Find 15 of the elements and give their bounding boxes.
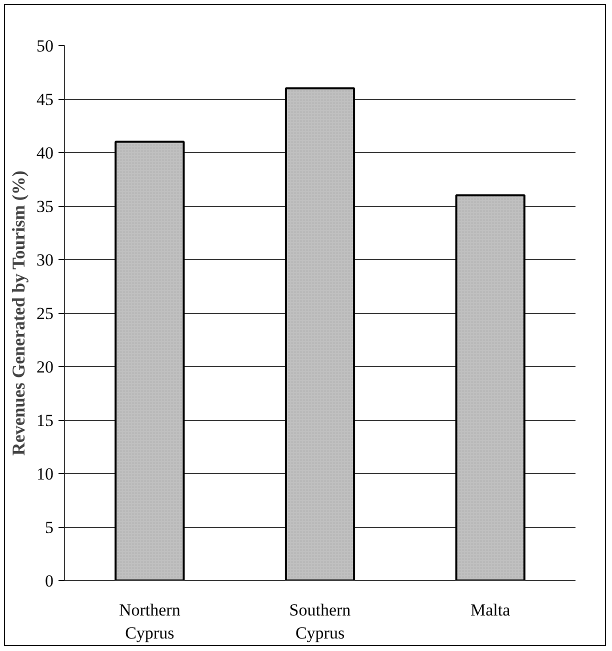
- x-tick-label: Southern Cyprus: [289, 600, 352, 642]
- y-tick-label: 20: [36, 358, 54, 376]
- y-tick-label: 15: [36, 411, 54, 430]
- x-tick-label: Malta: [470, 600, 511, 620]
- y-axis-title: Revenues Generated by Tourism (%): [8, 170, 28, 456]
- y-tick-label: 45: [36, 90, 54, 109]
- y-tick-label: 30: [36, 250, 54, 270]
- y-tick-label: 25: [36, 304, 54, 323]
- y-tick-label: 5: [45, 518, 54, 537]
- y-tick-label: 50: [36, 36, 54, 56]
- y-tick-label: 40: [36, 144, 54, 162]
- x-tick-label: Northern Cyprus: [118, 600, 181, 642]
- y-tick-label: 0: [45, 572, 54, 590]
- y-tick-label: 10: [36, 464, 54, 484]
- y-tick-label: 35: [36, 197, 54, 216]
